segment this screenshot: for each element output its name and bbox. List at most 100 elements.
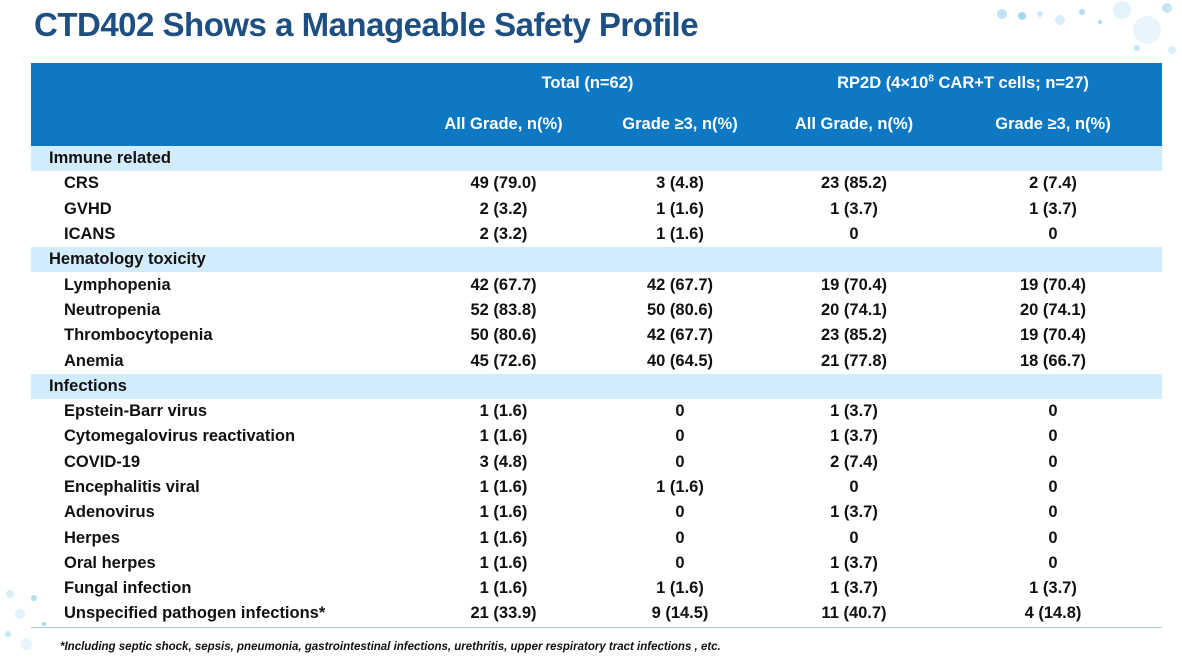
section-row: Infections: [31, 373, 1162, 399]
header-all-grade-total: All Grade, n(%): [411, 103, 596, 146]
cell-total-all: 1 (1.6): [479, 427, 528, 446]
cell-total-all: 45 (72.6): [470, 351, 537, 370]
table-row: Unspecified pathogen infections* 21 (33.9…: [31, 601, 1162, 628]
section-label: Hematology toxicity: [31, 247, 1162, 273]
cell-rp2d-all: 21 (77.8): [820, 351, 888, 370]
table-row: Neutropenia 52 (83.8) 50 (80.6) 20 (74.1) 20…: [31, 298, 1162, 323]
row-label: GVHD: [64, 199, 112, 218]
table-row: Encephalitis viral 1 (1.6) 1 (1.6) 0 0: [31, 475, 1162, 500]
table-row: GVHD 2 (3.2) 1 (1.6) 1 (3.7) 1 (3.7): [31, 197, 1162, 222]
section-row: Immune related: [31, 146, 1162, 172]
header-group-row: Total (n=62) RP2D (4×108 CAR+T cells; n=…: [31, 63, 1162, 103]
cell-rp2d-all: 2 (7.4): [830, 452, 878, 471]
table-row: CRS 49 (79.0) 3 (4.8) 23 (85.2) 2 (7.4): [31, 171, 1162, 196]
table-row: COVID-19 3 (4.8) 0 2 (7.4) 0: [31, 450, 1162, 475]
table-row: Epstein-Barr virus 1 (1.6) 0 1 (3.7) 0: [31, 399, 1162, 424]
cell-rp2d-g3: 0: [1048, 427, 1058, 446]
cell-rp2d-all: 0: [849, 528, 859, 547]
cell-total-g3: 0: [675, 402, 685, 421]
header-empty-cell: [31, 63, 411, 103]
decorative-dots-top-right: [997, 1, 1176, 54]
header-empty-cell: [31, 103, 411, 146]
slide-title: CTD402 Shows a Manageable Safety Profile: [34, 6, 699, 43]
row-label: Anemia: [64, 351, 124, 370]
cell-total-g3: 1 (1.6): [656, 579, 704, 598]
cell-rp2d-g3: 2 (7.4): [1029, 174, 1077, 193]
section-label: Infections: [31, 373, 1162, 399]
row-label: Lymphopenia: [64, 275, 171, 294]
cell-rp2d-g3: 20 (74.1): [1019, 300, 1087, 319]
cell-total-g3: 0: [675, 528, 685, 547]
cell-total-g3: 0: [675, 503, 685, 522]
cell-rp2d-all: 0: [849, 225, 859, 244]
cell-total-all: 1 (1.6): [479, 579, 528, 598]
cell-total-all: 1 (1.6): [479, 528, 528, 547]
cell-rp2d-g3: 0: [1048, 553, 1058, 572]
table-row: Anemia 45 (72.6) 40 (64.5) 21 (77.8) 18 (66.…: [31, 348, 1162, 373]
cell-total-all: 1 (1.6): [479, 402, 528, 421]
cell-rp2d-all: 23 (85.2): [820, 174, 888, 193]
cell-rp2d-g3: 4 (14.8): [944, 601, 1162, 628]
cell-total-all: 1 (1.6): [479, 503, 528, 522]
cell-rp2d-g3: 19 (70.4): [1019, 275, 1087, 294]
row-label: Epstein-Barr virus: [64, 402, 208, 421]
cell-total-g3: 42 (67.7): [646, 326, 714, 345]
cell-total-all: 21 (33.9): [411, 601, 596, 628]
cell-total-all: 50 (80.6): [470, 326, 537, 345]
section-row: Hematology toxicity: [31, 247, 1162, 273]
cell-total-g3: 1 (1.6): [656, 199, 704, 218]
cell-rp2d-all: 1 (3.7): [830, 199, 878, 218]
footnote: *Including septic shock, sepsis, pneumon…: [60, 641, 721, 653]
table-row: Adenovirus 1 (1.6) 0 1 (3.7) 0: [31, 500, 1162, 525]
row-label: ICANS: [64, 225, 116, 244]
cell-total-g3: 50 (80.6): [646, 300, 714, 319]
cell-rp2d-g3: 0: [1048, 478, 1058, 496]
header-group-total: Total (n=62): [411, 63, 764, 103]
cell-rp2d-all: 11 (40.7): [764, 601, 944, 628]
header-column-row: All Grade, n(%) Grade ≥3, n(%) All Grade…: [31, 103, 1162, 146]
cell-total-all: 49 (79.0): [470, 174, 537, 193]
cell-total-g3: 40 (64.5): [646, 351, 714, 370]
row-label: Adenovirus: [64, 503, 155, 522]
cell-total-g3: 0: [675, 452, 685, 471]
cell-total-all: 42 (67.7): [470, 275, 537, 294]
row-label: Thrombocytopenia: [64, 326, 213, 345]
cell-rp2d-all: 23 (85.2): [820, 326, 888, 345]
cell-total-g3: 0: [675, 553, 685, 572]
cell-rp2d-all: 0: [849, 478, 859, 496]
table-row: Oral herpes 1 (1.6) 0 1 (3.7) 0: [31, 551, 1162, 576]
cell-rp2d-all: 19 (70.4): [820, 275, 888, 294]
table-row: Fungal infection 1 (1.6) 1 (1.6) 1 (3.7) 1 (…: [31, 576, 1162, 601]
table-row: ICANS 2 (3.2) 1 (1.6) 0 0: [31, 222, 1162, 247]
section-label: Immune related: [31, 146, 1162, 172]
table-row: Lymphopenia 42 (67.7) 42 (67.7) 19 (70.4) 19…: [31, 272, 1162, 297]
cell-total-all: 2 (3.2): [479, 199, 528, 218]
row-label: Cytomegalovirus reactivation: [64, 427, 296, 446]
header-rp2d-prefix: RP2D (4×10: [837, 73, 929, 92]
row-label: Encephalitis viral: [64, 478, 200, 496]
cell-rp2d-g3: 0: [1048, 528, 1058, 547]
cell-rp2d-g3: 0: [1048, 225, 1058, 244]
cell-rp2d-all: 20 (74.1): [820, 300, 888, 319]
header-rp2d-superscript: 8: [928, 73, 934, 84]
cell-rp2d-g3: 1 (3.7): [1029, 579, 1077, 598]
cell-rp2d-g3: 19 (70.4): [1019, 326, 1087, 345]
cell-rp2d-all: 1 (3.7): [830, 427, 878, 446]
row-label: CRS: [64, 174, 99, 193]
row-label: Neutropenia: [64, 300, 161, 319]
cell-total-all: 1 (1.6): [479, 553, 528, 572]
cell-total-g3: 9 (14.5): [596, 601, 764, 628]
cell-rp2d-g3: 0: [1048, 452, 1058, 471]
table-row: Thrombocytopenia 50 (80.6) 42 (67.7) 23 (85…: [31, 323, 1162, 348]
cell-total-all: 1 (1.6): [479, 478, 528, 496]
cell-total-g3: 42 (67.7): [646, 275, 714, 294]
cell-total-g3: 0: [675, 427, 685, 446]
table-row: Cytomegalovirus reactivation 1 (1.6) 0 1 (3…: [31, 424, 1162, 449]
cell-rp2d-all: 1 (3.7): [830, 503, 878, 522]
header-grade3-total: Grade ≥3, n(%): [596, 103, 764, 146]
safety-profile-table: Total (n=62) RP2D (4×108 CAR+T cells; n=…: [31, 63, 1162, 628]
cell-total-g3: 1 (1.6): [656, 478, 704, 496]
cell-rp2d-g3: 0: [1048, 402, 1058, 421]
cell-rp2d-g3: 18 (66.7): [1019, 351, 1087, 370]
cell-rp2d-g3: 0: [1048, 503, 1058, 522]
